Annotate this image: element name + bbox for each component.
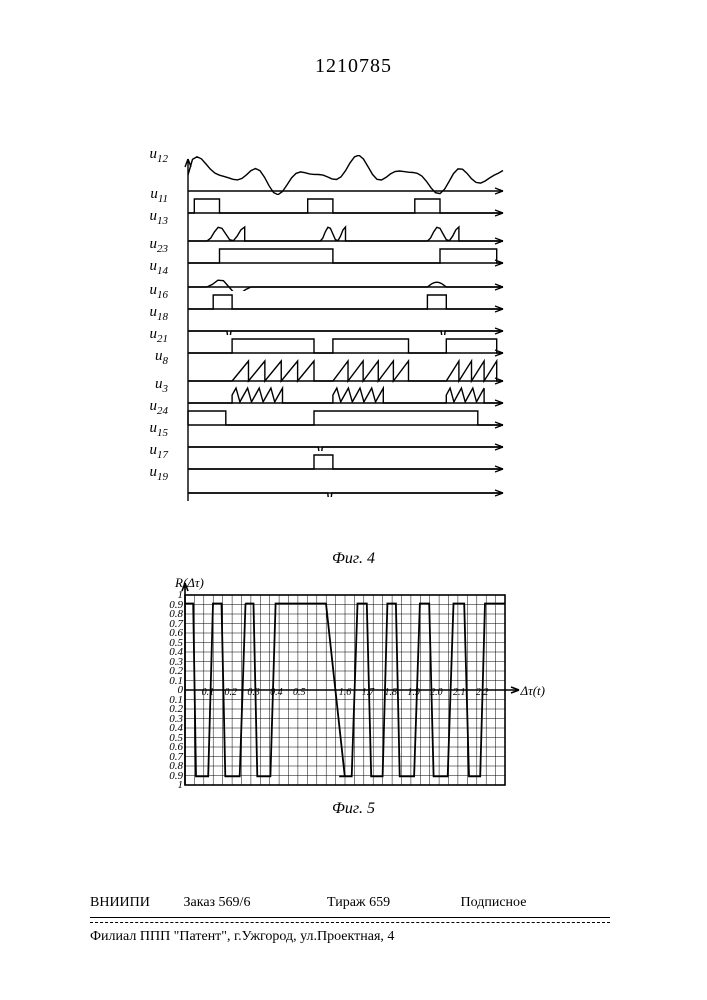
- fig5-xtick: 1.6: [339, 687, 352, 698]
- footer-divider-2: [90, 922, 610, 923]
- fig5-xtick: 0.5: [293, 687, 306, 698]
- fig5-xtick: 2.0: [430, 687, 443, 698]
- trace-11: u11: [170, 195, 525, 217]
- footer-divider-1: [90, 917, 610, 918]
- fig5-xtick: 2.1: [453, 687, 466, 698]
- trace-13: u13: [170, 217, 525, 245]
- footer-circulation: Тираж 659: [327, 895, 457, 911]
- trace-24: u24: [170, 407, 525, 429]
- figure-5-caption: Фиг. 5: [0, 800, 707, 818]
- trace-label-24: u24: [138, 398, 168, 417]
- trace-3: u3: [170, 385, 525, 407]
- trace-label-13: u13: [138, 208, 168, 227]
- trace-19: u19: [170, 473, 525, 497]
- fig5-xtick: 1.9: [407, 687, 420, 698]
- trace-label-21: u21: [138, 326, 168, 345]
- footer-subscription: Подписное: [461, 895, 527, 911]
- imprint-footer: ВНИИПИ Заказ 569/6 Тираж 659 Подписное Ф…: [90, 895, 610, 945]
- trace-14: u14: [170, 267, 525, 291]
- footer-address: Филиал ППП "Патент", г.Ужгород, ул.Проек…: [90, 929, 610, 945]
- figure-4-timing-diagram: u12u11u13u23u14u16u18u21u8u3u24u15u17u19: [170, 155, 525, 550]
- trace-label-11: u11: [138, 186, 168, 205]
- trace-12: u12: [170, 155, 525, 195]
- fig5-xtick: 0.1: [202, 687, 215, 698]
- trace-18: u18: [170, 313, 525, 335]
- footer-org: ВНИИПИ: [90, 895, 180, 911]
- fig5-xtick: 0.3: [247, 687, 260, 698]
- trace-label-14: u14: [138, 258, 168, 277]
- fig5-ytick: 1: [159, 779, 183, 791]
- trace-23: u23: [170, 245, 525, 267]
- figure-5-correlation-plot: R(Δτ) Δτ(t) 10.90.80.70.60.50.40.30.20.1…: [185, 595, 505, 795]
- trace-label-8: u8: [138, 348, 168, 367]
- fig5-xtick: 0.2: [224, 687, 237, 698]
- fig5-xlabel: Δτ(t): [520, 683, 545, 699]
- trace-17: u17: [170, 451, 525, 473]
- fig5-xtick: 2.2: [476, 687, 489, 698]
- fig5-xtick: 1.7: [362, 687, 375, 698]
- trace-21: u21: [170, 335, 525, 357]
- trace-15: u15: [170, 429, 525, 451]
- trace-label-19: u19: [138, 464, 168, 483]
- trace-label-12: u12: [138, 146, 168, 165]
- trace-label-3: u3: [138, 376, 168, 395]
- fig5-xtick: 1.8: [384, 687, 397, 698]
- trace-8: u8: [170, 357, 525, 385]
- document-number: 1210785: [0, 55, 707, 78]
- trace-label-17: u17: [138, 442, 168, 461]
- trace-label-18: u18: [138, 304, 168, 323]
- footer-order: Заказ 569/6: [184, 895, 324, 911]
- trace-label-23: u23: [138, 236, 168, 255]
- trace-label-15: u15: [138, 420, 168, 439]
- figure-4-caption: Фиг. 4: [0, 550, 707, 568]
- trace-16: u16: [170, 291, 525, 313]
- trace-label-16: u16: [138, 282, 168, 301]
- fig5-xtick: 0.4: [270, 687, 283, 698]
